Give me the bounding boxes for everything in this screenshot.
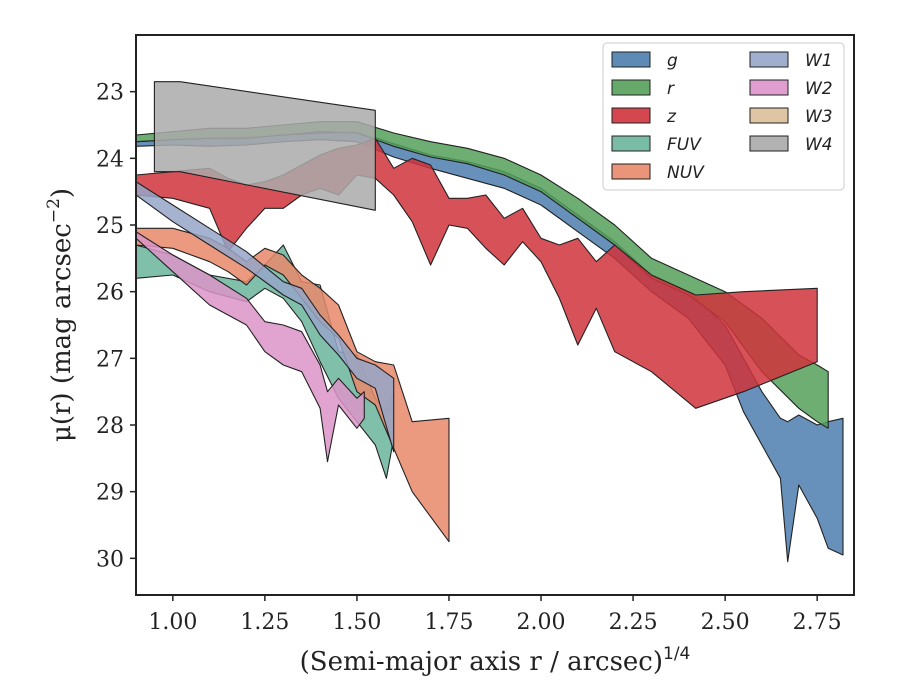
legend-label-fuv: FUV — [667, 135, 702, 155]
y-tick-label: 26 — [96, 281, 124, 306]
legend-swatch-g — [611, 51, 651, 68]
legend-swatch-nuv — [611, 163, 651, 180]
legend-swatch-w2 — [749, 79, 789, 96]
legend-swatch-fuv — [611, 135, 651, 152]
x-tick-label: 1.00 — [148, 610, 197, 635]
y-tick-label: 27 — [96, 347, 124, 372]
band-w2 — [136, 231, 365, 463]
y-tick-label: 29 — [96, 481, 124, 506]
legend-label-w2: W2 — [805, 79, 833, 99]
x-tick-label: 2.75 — [793, 610, 842, 635]
x-tick-label: 2.25 — [609, 610, 658, 635]
legend-label-r: r — [667, 79, 675, 99]
plot-areas — [136, 81, 844, 563]
legend-swatch-z — [611, 107, 651, 124]
legend-swatch-w4 — [749, 135, 789, 152]
x-tick-label: 2.50 — [701, 610, 750, 635]
x-tick-label: 1.50 — [332, 610, 381, 635]
legend-swatch-r — [611, 79, 651, 96]
legend-label-g: g — [667, 51, 678, 71]
legend-label-nuv: NUV — [667, 163, 705, 183]
legend-label-w1: W1 — [805, 51, 833, 71]
band-w4 — [153, 81, 376, 211]
legend-label-w3: W3 — [805, 107, 833, 127]
x-tick-label: 1.75 — [424, 610, 473, 635]
plot-frame — [135, 34, 855, 596]
legend-label-w4: W4 — [805, 135, 833, 155]
y-tick-label: 23 — [96, 81, 124, 106]
y-tick-label: 24 — [96, 147, 124, 172]
band-w1 — [136, 181, 395, 453]
y-axis-ticks: 23 24 25 26 27 28 29 30 — [96, 81, 136, 572]
y-tick-label: 30 — [96, 547, 124, 572]
y-tick-label: 28 — [96, 414, 124, 439]
legend-label-z: z — [666, 107, 677, 127]
x-tick-label: 1.25 — [240, 610, 289, 635]
x-tick-label: 2.00 — [517, 610, 566, 635]
legend-swatch-w3 — [749, 107, 789, 124]
legend: grz FUV NUV W1 W2 W3 W4 — [602, 42, 845, 191]
y-tick-label: 25 — [96, 214, 124, 239]
x-axis-label: (Semi-major axis r / arcsec)1/4 — [300, 644, 691, 677]
x-axis-ticks: 1.00 1.25 1.50 1.75 2.00 2.25 2.50 2.75 — [148, 595, 842, 635]
y-axis-label: μ(r) (mag arcsec−2) — [44, 188, 77, 442]
legend-swatch-w1 — [749, 51, 789, 68]
